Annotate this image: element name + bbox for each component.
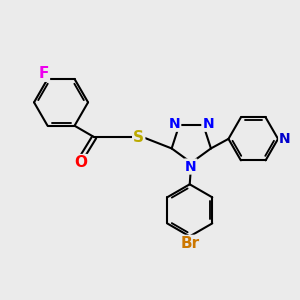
Text: F: F	[39, 66, 49, 81]
Text: N: N	[202, 117, 214, 131]
Text: N: N	[169, 117, 180, 131]
Text: Br: Br	[180, 236, 199, 251]
Text: O: O	[74, 155, 87, 170]
Text: N: N	[279, 132, 291, 146]
Text: N: N	[185, 160, 197, 173]
Text: S: S	[133, 130, 144, 145]
